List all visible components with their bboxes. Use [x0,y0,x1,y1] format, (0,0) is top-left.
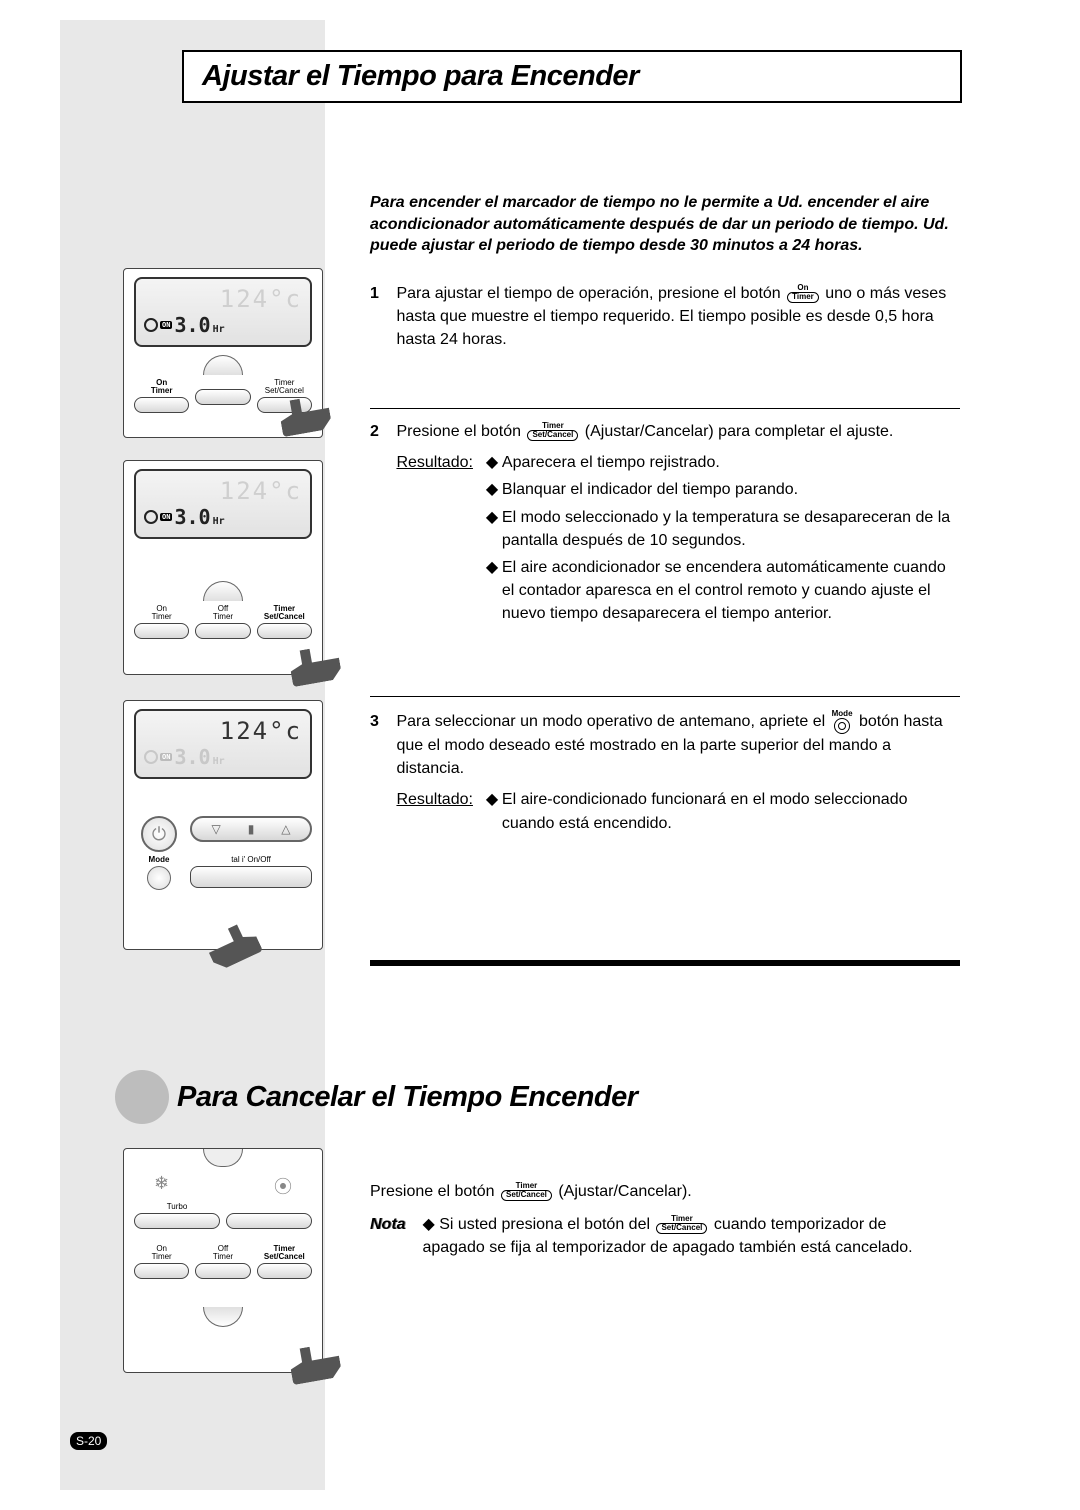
remote-illustration-4: ❄ ⦿ Turbo . On Timer Off Timer Timer Set… [123,1148,323,1373]
lcd-display: 124°c ON 3.0Hr [134,709,312,779]
step-number: 3 [370,710,392,733]
lcd-display: 124°c ON 3.0Hr [134,469,312,539]
remote-illustration-3: 124°c ON 3.0Hr ⏻ ▽▮△ Mode tal i' On/Off [123,700,323,950]
section-2-heading: Para Cancelar el Tiempo Encender [115,1070,638,1124]
manual-page: Ajustar el Tiempo para Encender Para enc… [60,20,1020,1490]
nota-body: ◆ Si usted presiona el botón del Timer S… [422,1213,952,1259]
lcd-display: 124°c ON 3.0Hr [134,277,312,347]
on-timer-button-icon: On Timer [787,284,819,303]
set-cancel-button-icon: Timer Set/Cancel [656,1215,707,1234]
thick-separator [370,960,960,966]
set-cancel-button-icon: Timer Set/Cancel [501,1182,552,1201]
set-cancel-button-icon: Timer Set/Cancel [527,422,578,441]
step-number: 2 [370,420,392,443]
section-title-box: Ajustar el Tiempo para Encender [182,50,962,103]
intro-paragraph: Para encender el marcador de tiempo no l… [370,192,960,257]
heading-bullet-icon [115,1070,169,1124]
separator [370,408,960,409]
section-2-title: Para Cancelar el Tiempo Encender [177,1081,638,1114]
result-label: Resultado: [396,788,481,811]
nota-label: Nota [370,1213,418,1236]
result-body: ◆El aire-condicionado funcionará en el m… [486,788,956,838]
step-1: 1 Para ajustar el tiempo de operación, p… [370,282,960,352]
step-body: Para seleccionar un modo operativo de an… [396,710,956,839]
mode-button-icon: Mode [832,710,853,734]
result-label: Resultado: [396,451,481,474]
page-number: S-20 [70,1432,107,1450]
section-title: Ajustar el Tiempo para Encender [202,60,942,93]
step-2: 2 Presione el botón Timer Set/Cancel (Aj… [370,420,960,630]
cancel-section: Presione el botón Timer Set/Cancel (Ajus… [370,1180,960,1260]
step-body: Para ajustar el tiempo de operación, pre… [396,282,956,352]
separator [370,696,960,697]
step-3: 3 Para seleccionar un modo operativo de … [370,710,960,839]
remote-illustration-2: 124°c ON 3.0Hr On Timer Off Timer Timer … [123,460,323,675]
result-body: ◆Aparecera el tiempo rejistrado. ◆Blanqu… [486,451,956,629]
step-number: 1 [370,282,392,305]
step-body: Presione el botón Timer Set/Cancel (Ajus… [396,420,956,630]
